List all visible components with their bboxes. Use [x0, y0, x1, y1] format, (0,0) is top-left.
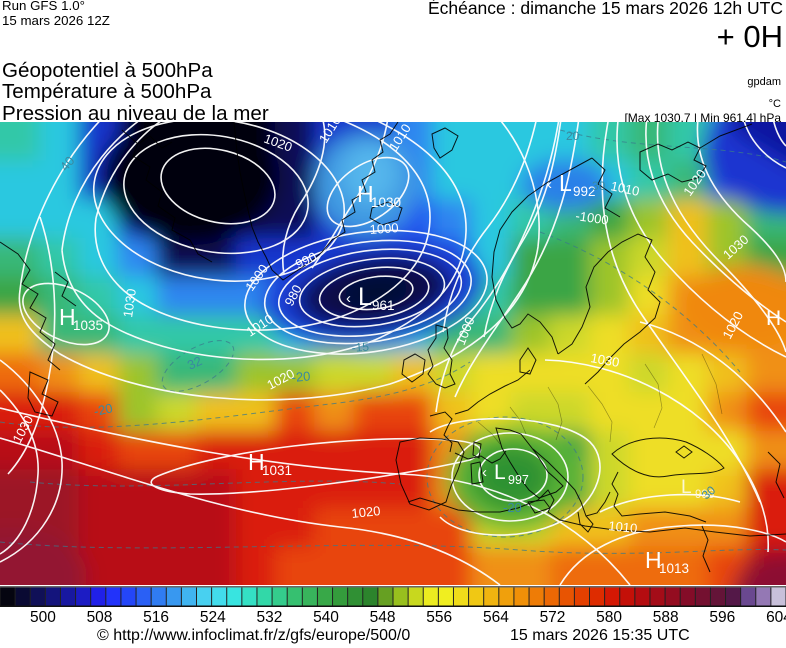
svg-text:L: L — [494, 461, 506, 484]
svg-text:‹: ‹ — [346, 290, 351, 307]
svg-text:-20: -20 — [291, 368, 311, 385]
svg-text:997: 997 — [508, 473, 529, 487]
svg-text:1020: 1020 — [351, 503, 381, 521]
svg-text:992: 992 — [573, 184, 596, 199]
svg-text:30: 30 — [592, 179, 606, 193]
svg-text:-1000: -1000 — [575, 208, 610, 227]
svg-text:20: 20 — [566, 129, 580, 143]
svg-text:1031: 1031 — [262, 463, 292, 478]
svg-text:1010: 1010 — [608, 518, 638, 536]
svg-text:L: L — [681, 477, 692, 498]
svg-text:‹: ‹ — [482, 464, 487, 481]
svg-text:996: 996 — [695, 489, 714, 501]
svg-text:H: H — [766, 307, 781, 330]
svg-text:‹: ‹ — [547, 176, 552, 193]
svg-text:-15: -15 — [351, 340, 370, 355]
svg-text:1010: 1010 — [609, 178, 640, 199]
svg-text:961: 961 — [372, 298, 395, 313]
svg-text:1013: 1013 — [659, 561, 689, 576]
svg-text:-20: -20 — [503, 500, 522, 515]
svg-text:1035: 1035 — [73, 318, 103, 333]
svg-text:-20: -20 — [93, 400, 115, 419]
svg-text:1000: 1000 — [369, 220, 399, 237]
svg-text:1030: 1030 — [371, 195, 401, 210]
svg-text:1030: 1030 — [120, 288, 139, 319]
svg-text:1030: 1030 — [589, 350, 620, 370]
svg-text:L: L — [358, 283, 372, 311]
svg-text:H: H — [357, 181, 374, 207]
svg-text:32: 32 — [185, 353, 204, 373]
svg-text:H: H — [645, 547, 662, 573]
svg-text:L: L — [559, 170, 572, 196]
svg-text:H: H — [59, 304, 76, 330]
svg-text:H: H — [248, 449, 265, 475]
